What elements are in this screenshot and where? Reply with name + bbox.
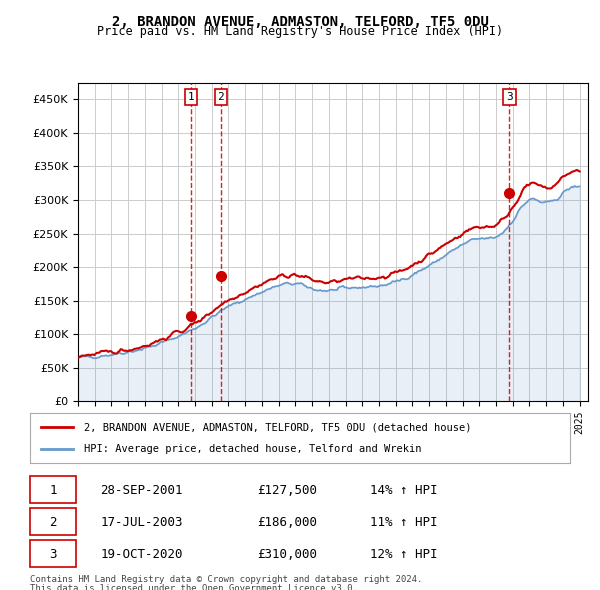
Text: 3: 3	[49, 548, 57, 561]
Text: HPI: Average price, detached house, Telford and Wrekin: HPI: Average price, detached house, Telf…	[84, 444, 421, 454]
Text: 1: 1	[187, 92, 194, 102]
Text: 1: 1	[49, 484, 57, 497]
Text: £127,500: £127,500	[257, 484, 317, 497]
Text: This data is licensed under the Open Government Licence v3.0.: This data is licensed under the Open Gov…	[30, 584, 358, 590]
Text: Contains HM Land Registry data © Crown copyright and database right 2024.: Contains HM Land Registry data © Crown c…	[30, 575, 422, 584]
Text: Price paid vs. HM Land Registry's House Price Index (HPI): Price paid vs. HM Land Registry's House …	[97, 25, 503, 38]
Text: 14% ↑ HPI: 14% ↑ HPI	[370, 484, 438, 497]
Text: 11% ↑ HPI: 11% ↑ HPI	[370, 516, 438, 529]
Text: 2: 2	[217, 92, 224, 102]
Text: 2, BRANDON AVENUE, ADMASTON, TELFORD, TF5 0DU: 2, BRANDON AVENUE, ADMASTON, TELFORD, TF…	[112, 15, 488, 29]
Text: 28-SEP-2001: 28-SEP-2001	[100, 484, 182, 497]
Text: 2, BRANDON AVENUE, ADMASTON, TELFORD, TF5 0DU (detached house): 2, BRANDON AVENUE, ADMASTON, TELFORD, TF…	[84, 422, 472, 432]
FancyBboxPatch shape	[30, 476, 76, 503]
FancyBboxPatch shape	[30, 540, 76, 568]
Text: £186,000: £186,000	[257, 516, 317, 529]
Text: 19-OCT-2020: 19-OCT-2020	[100, 548, 182, 561]
Text: £310,000: £310,000	[257, 548, 317, 561]
Text: 12% ↑ HPI: 12% ↑ HPI	[370, 548, 438, 561]
Text: 3: 3	[506, 92, 513, 102]
Text: 2: 2	[49, 516, 57, 529]
FancyBboxPatch shape	[30, 508, 76, 535]
Text: 17-JUL-2003: 17-JUL-2003	[100, 516, 182, 529]
